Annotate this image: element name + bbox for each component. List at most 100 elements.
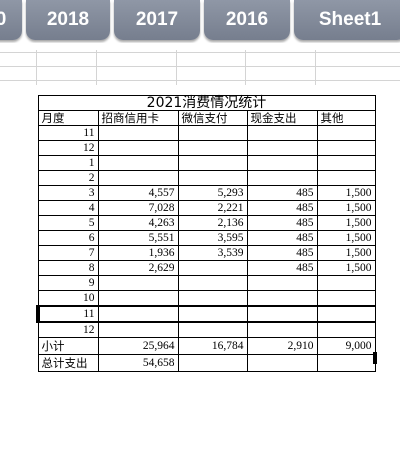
month-cell[interactable]: 11 bbox=[36, 305, 99, 323]
cash-cell[interactable]: 485 bbox=[246, 215, 318, 231]
cash-cell[interactable] bbox=[246, 170, 318, 186]
total-wechat-cell[interactable] bbox=[177, 354, 248, 372]
other-cell[interactable]: 1,500 bbox=[316, 245, 376, 261]
cash-cell[interactable] bbox=[246, 155, 318, 171]
month-cell[interactable]: 12 bbox=[37, 321, 99, 338]
other-cell[interactable] bbox=[316, 290, 376, 307]
cmb-cell[interactable] bbox=[97, 321, 179, 338]
month-cell[interactable]: 7 bbox=[37, 245, 99, 261]
cmb-cell[interactable] bbox=[97, 140, 179, 156]
cash-cell[interactable] bbox=[246, 305, 318, 323]
wechat-cell[interactable] bbox=[177, 125, 248, 141]
wechat-cell[interactable]: 3,539 bbox=[177, 245, 248, 261]
cash-cell[interactable] bbox=[246, 275, 318, 291]
other-cell[interactable]: 1,500 bbox=[316, 185, 376, 201]
month-cell[interactable]: 3 bbox=[37, 185, 99, 201]
month-cell[interactable]: 11 bbox=[37, 125, 99, 141]
month-cell[interactable]: 8 bbox=[37, 260, 99, 276]
cash-cell[interactable]: 485 bbox=[246, 260, 318, 276]
wechat-cell[interactable] bbox=[177, 275, 248, 291]
wechat-cell[interactable]: 3,595 bbox=[177, 230, 248, 246]
other-cell[interactable] bbox=[316, 140, 376, 156]
table-row: 3 4,557 5,293 485 1,500 bbox=[37, 185, 376, 201]
subtotal-cash-cell[interactable]: 2,910 bbox=[246, 337, 318, 355]
wechat-cell[interactable]: 5,293 bbox=[177, 185, 248, 201]
sheet-tab-sheet1[interactable]: Sheet1 bbox=[294, 0, 400, 40]
total-cash-cell[interactable] bbox=[246, 354, 318, 372]
cash-cell[interactable]: 485 bbox=[246, 245, 318, 261]
wechat-cell[interactable]: 2,136 bbox=[177, 215, 248, 231]
month-cell[interactable]: 10 bbox=[37, 290, 99, 307]
subtotal-label[interactable]: 小计 bbox=[37, 337, 99, 355]
cmb-cell[interactable] bbox=[97, 155, 179, 171]
other-cell[interactable] bbox=[316, 275, 376, 291]
sheet-tab-2016[interactable]: 2016 bbox=[204, 0, 290, 40]
other-cell[interactable] bbox=[316, 305, 376, 323]
cmb-cell[interactable]: 7,028 bbox=[97, 200, 179, 216]
wechat-cell[interactable] bbox=[177, 321, 248, 338]
wechat-cell[interactable] bbox=[177, 260, 248, 276]
cash-cell[interactable] bbox=[246, 125, 318, 141]
header-cash[interactable]: 现金支出 bbox=[246, 110, 318, 126]
sheet-tab-2018[interactable]: 2018 bbox=[26, 0, 110, 40]
expense-table: 2021消费情况统计 月度 招商信用卡 微信支付 现金支出 其他 11 12 1 2 3… bbox=[36, 95, 376, 372]
other-cell[interactable]: 1,500 bbox=[316, 200, 376, 216]
month-cell[interactable]: 1 bbox=[37, 155, 99, 171]
other-cell[interactable]: 1,500 bbox=[316, 230, 376, 246]
header-cmb-credit-card[interactable]: 招商信用卡 bbox=[97, 110, 179, 126]
other-cell[interactable] bbox=[316, 155, 376, 171]
other-cell[interactable] bbox=[316, 170, 376, 186]
cmb-cell[interactable]: 1,936 bbox=[97, 245, 179, 261]
cash-cell[interactable]: 485 bbox=[246, 200, 318, 216]
subtotal-wechat-cell[interactable]: 16,784 bbox=[177, 337, 248, 355]
header-other[interactable]: 其他 bbox=[316, 110, 376, 126]
header-wechat-pay[interactable]: 微信支付 bbox=[177, 110, 248, 126]
cash-cell[interactable] bbox=[246, 321, 318, 338]
total-label[interactable]: 总计支出 bbox=[37, 354, 99, 372]
cash-cell[interactable] bbox=[246, 140, 318, 156]
table-row: 2 bbox=[37, 170, 376, 186]
table-row: 10 bbox=[37, 290, 376, 307]
cmb-cell[interactable] bbox=[97, 170, 179, 186]
total-other-cell[interactable] bbox=[316, 354, 376, 372]
month-cell[interactable]: 6 bbox=[37, 230, 99, 246]
month-cell[interactable]: 5 bbox=[37, 215, 99, 231]
wechat-cell[interactable]: 2,221 bbox=[177, 200, 248, 216]
cmb-cell[interactable] bbox=[97, 305, 179, 323]
wechat-cell[interactable] bbox=[177, 290, 248, 307]
cmb-cell[interactable] bbox=[97, 290, 179, 307]
sheet-tab-partial[interactable]: 0 bbox=[0, 0, 22, 40]
other-cell[interactable]: 1,500 bbox=[316, 260, 376, 276]
other-cell[interactable]: 1,500 bbox=[316, 215, 376, 231]
subtotal-cmb-cell[interactable]: 25,964 bbox=[97, 337, 179, 355]
subtotal-other-cell[interactable]: 9,000 bbox=[316, 337, 376, 355]
month-cell[interactable]: 2 bbox=[37, 170, 99, 186]
sheet-tab-2017[interactable]: 2017 bbox=[114, 0, 200, 40]
month-cell[interactable]: 9 bbox=[37, 275, 99, 291]
wechat-cell[interactable] bbox=[177, 305, 248, 323]
total-cmb-cell[interactable]: 54,658 bbox=[97, 354, 179, 372]
cmb-cell[interactable] bbox=[97, 125, 179, 141]
cmb-cell[interactable]: 5,551 bbox=[97, 230, 179, 246]
wechat-cell[interactable] bbox=[177, 155, 248, 171]
selection-handle[interactable] bbox=[373, 352, 377, 364]
other-cell[interactable] bbox=[316, 125, 376, 141]
cash-cell[interactable]: 485 bbox=[246, 230, 318, 246]
subtotal-row: 小计 25,964 16,784 2,910 9,000 bbox=[37, 337, 376, 355]
cash-cell[interactable] bbox=[246, 290, 318, 307]
empty-grid-rows bbox=[0, 50, 400, 85]
month-cell[interactable]: 4 bbox=[37, 200, 99, 216]
cmb-cell[interactable] bbox=[97, 275, 179, 291]
table-title[interactable]: 2021消费情况统计 bbox=[37, 95, 376, 111]
cmb-cell[interactable]: 4,263 bbox=[97, 215, 179, 231]
cash-cell[interactable]: 485 bbox=[246, 185, 318, 201]
wechat-cell[interactable] bbox=[177, 140, 248, 156]
month-cell[interactable]: 12 bbox=[37, 140, 99, 156]
cmb-cell[interactable]: 4,557 bbox=[97, 185, 179, 201]
other-cell[interactable] bbox=[316, 321, 376, 338]
cmb-cell[interactable]: 2,629 bbox=[97, 260, 179, 276]
wechat-cell[interactable] bbox=[177, 170, 248, 186]
table-row: 4 7,028 2,221 485 1,500 bbox=[37, 200, 376, 216]
table-row: 7 1,936 3,539 485 1,500 bbox=[37, 245, 376, 261]
header-month[interactable]: 月度 bbox=[37, 110, 99, 126]
